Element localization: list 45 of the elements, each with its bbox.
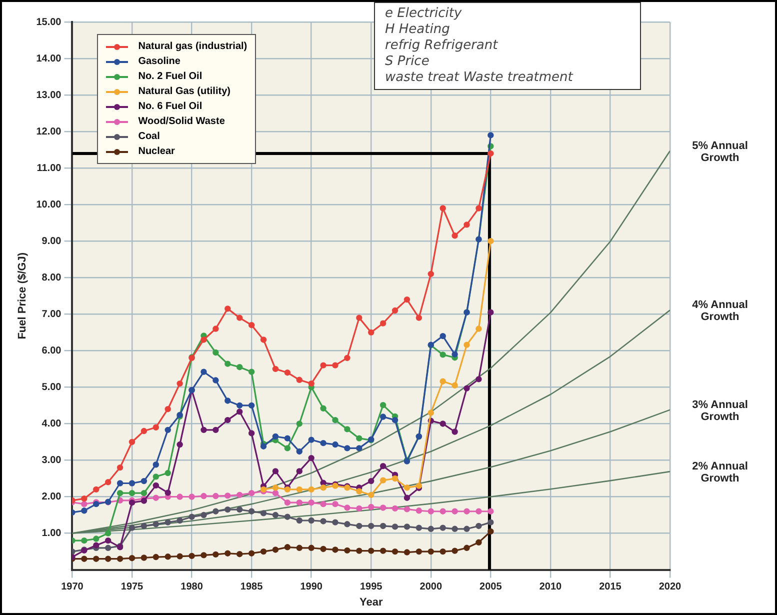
y-tick-label: 13.00 xyxy=(36,90,62,101)
legend-label: Gasoline xyxy=(138,56,180,67)
x-tick-label: 2005 xyxy=(480,582,502,593)
y-tick-label: 15.00 xyxy=(36,16,62,28)
y-tick-label: 7.00 xyxy=(42,308,62,320)
y-tick-label: 10.00 xyxy=(36,199,62,210)
y-tick-label: 9.00 xyxy=(42,236,62,247)
legend-label: No. 6 Fuel Oil xyxy=(138,101,202,112)
y-tick-label: 4.00 xyxy=(42,418,62,430)
text: 4% Annual Growth xyxy=(692,299,748,324)
x-tick-label: 1975 xyxy=(120,582,144,593)
legend-label: Wood/Solid Waste xyxy=(138,116,225,127)
x-tick-label: 1980 xyxy=(180,582,204,593)
x-tick-label: 2010 xyxy=(539,582,562,593)
y-tick-label: 11.00 xyxy=(36,162,62,174)
legend-label: Natural gas (industrial) xyxy=(138,41,248,52)
text: 3% Annual Growth xyxy=(692,398,748,423)
x-tick-label: 2020 xyxy=(658,582,682,593)
text: 2% Annual Growth xyxy=(692,460,748,485)
y-tick-label: 5.00 xyxy=(42,382,62,393)
x-tick-label: 2015 xyxy=(599,582,622,593)
annotation: H Heating xyxy=(385,22,451,38)
legend-label: Coal xyxy=(138,131,160,142)
y-axis-title: Fuel Price ($/GJ) xyxy=(16,252,29,340)
y-tick-label: 2.00 xyxy=(42,492,62,503)
annotation: refrig Refrigerant xyxy=(385,38,499,54)
x-tick-label: 1970 xyxy=(61,582,84,593)
y-tick-label: 8.00 xyxy=(42,272,62,284)
y-tick-label: 6.00 xyxy=(42,345,62,356)
y-tick-label: 1.00 xyxy=(42,528,62,540)
y-tick-label: 3.00 xyxy=(42,454,62,466)
text: 5% Annual Growth xyxy=(692,140,748,164)
annotation: waste treat Waste treatment xyxy=(385,70,574,86)
legend-label: No. 2 Fuel Oil xyxy=(138,71,202,82)
y-tick-label: 14.00 xyxy=(36,53,62,64)
legend-label: Nuclear xyxy=(138,146,175,157)
annotation: S Price xyxy=(385,54,430,70)
x-tick-label: 1985 xyxy=(240,582,264,593)
x-tick-label: 2000 xyxy=(420,582,442,593)
y-tick-label: 12.00 xyxy=(36,126,62,138)
text: e Electricity xyxy=(385,6,462,21)
x-tick-label: 1990 xyxy=(300,582,323,593)
legend-label: Natural Gas (utility) xyxy=(138,86,230,97)
x-tick-label: 1995 xyxy=(360,582,383,593)
x-axis-title: Year xyxy=(359,596,384,608)
